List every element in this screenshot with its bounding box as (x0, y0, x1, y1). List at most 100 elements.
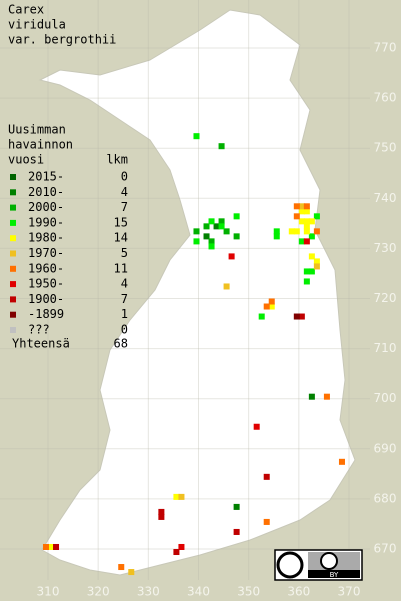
legend-count-header: lkm (106, 153, 128, 167)
x-tick-label: 330 (137, 585, 160, 599)
legend-swatch (10, 311, 16, 318)
legend-count: 4 (121, 185, 128, 199)
finland-outline (38, 9, 356, 576)
x-tick-label: 360 (287, 585, 310, 599)
observation (178, 543, 185, 550)
legend-label: 1990- (28, 215, 64, 229)
legend-header: Uusimman (8, 123, 66, 137)
total-value: 68 (114, 337, 128, 351)
title-line: var. bergrothii (8, 33, 116, 47)
title-line: Carex (8, 3, 44, 17)
y-tick-label: 710 (374, 341, 397, 355)
observation (323, 393, 330, 400)
observation (313, 213, 320, 220)
y-tick-label: 700 (374, 391, 397, 405)
badge-band (308, 570, 360, 578)
observation (293, 213, 300, 220)
observation (293, 313, 300, 320)
observation (288, 228, 295, 235)
observation (313, 263, 320, 270)
observation (208, 243, 215, 250)
legend-label: 1900- (28, 292, 64, 306)
observation (213, 223, 220, 230)
observation (218, 143, 225, 150)
observation (273, 233, 280, 240)
legend-swatch (10, 204, 16, 211)
legend-count: 7 (121, 292, 128, 306)
y-tick-label: 740 (374, 191, 397, 205)
y-tick-label: 760 (374, 91, 397, 105)
observation (293, 203, 300, 210)
observation (218, 218, 225, 225)
legend-label: 1980- (28, 231, 64, 245)
observation (258, 313, 265, 320)
legend-count: 1 (121, 307, 128, 321)
observation (263, 303, 270, 310)
legend-swatch (10, 174, 16, 180)
legend-swatch (10, 296, 16, 303)
y-tick-label: 670 (374, 542, 397, 556)
observation (218, 223, 225, 230)
observation (313, 258, 320, 265)
observation (223, 228, 230, 235)
observation (173, 493, 180, 500)
title-line: viridula (8, 18, 66, 32)
y-tick-label: 690 (374, 441, 397, 455)
legend-swatch (10, 265, 16, 272)
total-label: Yhteensä (12, 337, 70, 351)
legend-label: 2015- (28, 170, 64, 184)
observation (268, 303, 275, 310)
legend-swatch (10, 235, 16, 242)
observation (48, 543, 55, 550)
legend-count: 15 (114, 215, 128, 229)
observation (178, 493, 185, 500)
legend-label: 1960- (28, 261, 64, 275)
by-icon (320, 552, 338, 570)
observation (193, 228, 200, 235)
observation (203, 223, 210, 230)
observation (298, 218, 305, 225)
observation (303, 203, 310, 210)
legend-count: 7 (121, 200, 128, 214)
observation (308, 218, 315, 225)
license-badge: BY (274, 549, 363, 581)
observation (118, 564, 125, 571)
observation (158, 508, 165, 515)
legend-label: 2000- (28, 200, 64, 214)
observation (293, 228, 300, 235)
observation (228, 253, 235, 260)
x-tick-label: 340 (187, 585, 210, 599)
legend-count: 4 (121, 277, 128, 291)
observation (268, 298, 275, 305)
observation (42, 543, 49, 550)
observation (193, 238, 200, 245)
observation (303, 208, 310, 215)
legend-label: 1950- (28, 277, 64, 291)
observation (298, 313, 305, 320)
legend-swatch (10, 189, 16, 196)
observation (158, 513, 165, 520)
observation (308, 233, 315, 240)
observation (308, 393, 315, 400)
legend-label: -1899 (28, 307, 64, 321)
observation (233, 213, 240, 220)
legend-swatch (10, 327, 16, 333)
x-tick-label: 350 (237, 585, 260, 599)
legend-count: 0 (121, 170, 128, 184)
legend-label: 1970- (28, 246, 64, 260)
observation (303, 238, 310, 245)
y-tick-label: 750 (374, 141, 397, 155)
y-tick-label: 730 (374, 241, 397, 255)
legend-count: 14 (114, 231, 128, 245)
legend-label: 2010- (28, 185, 64, 199)
observation (308, 253, 315, 260)
observation (233, 528, 240, 535)
observation (298, 238, 305, 245)
observation (298, 208, 305, 215)
observation (308, 268, 315, 275)
legend-swatch (10, 219, 16, 226)
points (42, 133, 345, 576)
observation (273, 228, 280, 235)
observation (263, 518, 270, 525)
